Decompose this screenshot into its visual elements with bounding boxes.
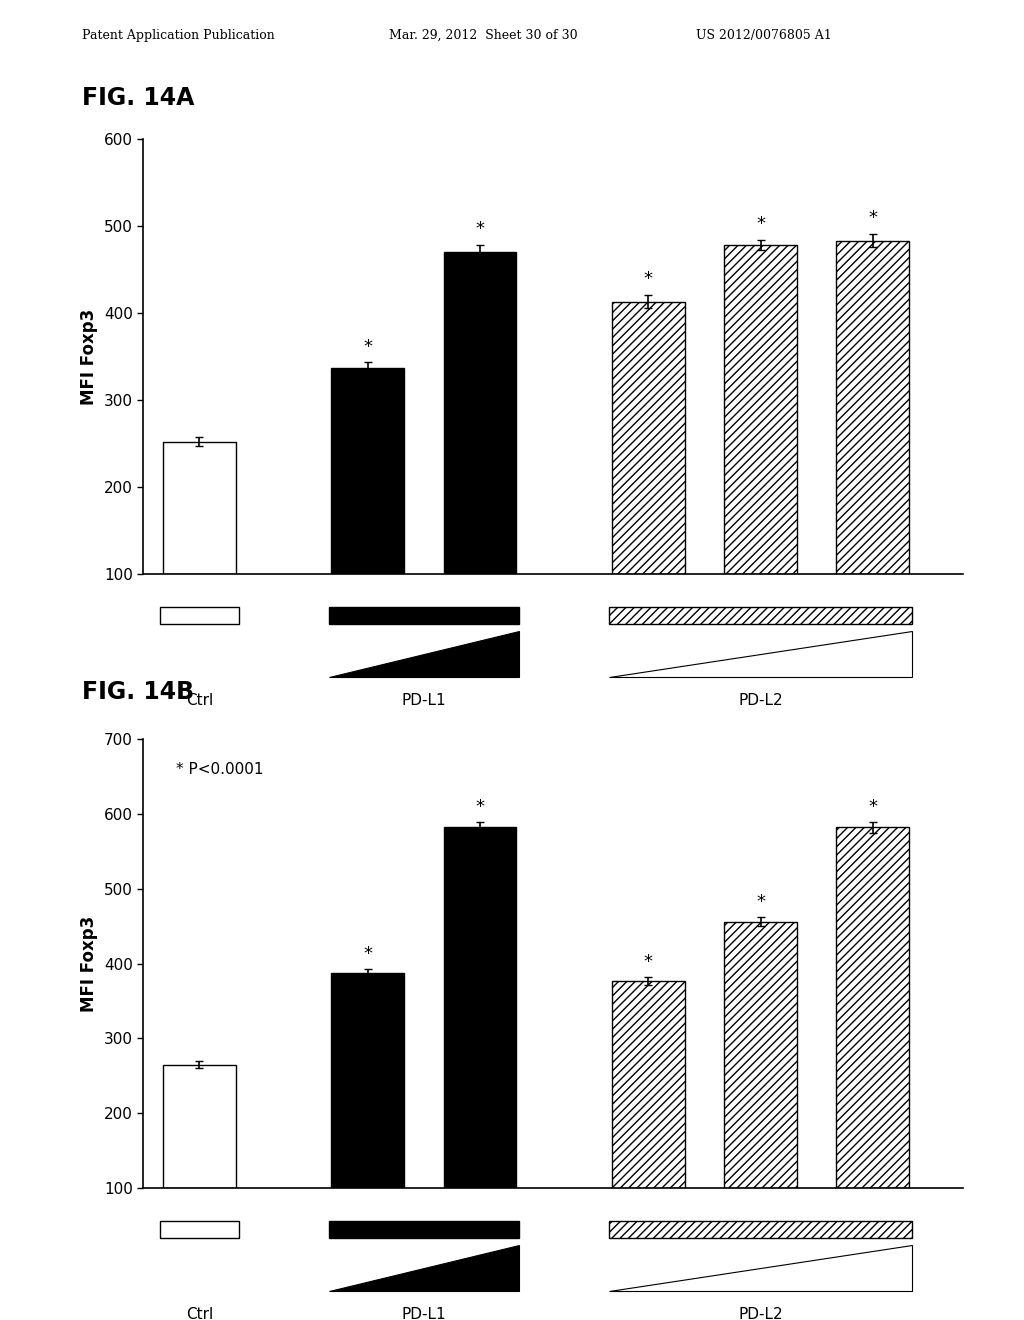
Text: PD-L2: PD-L2 — [738, 1307, 783, 1320]
Bar — [724, 246, 797, 574]
Bar — [163, 442, 236, 574]
Bar — [443, 828, 516, 1188]
Text: *: * — [364, 945, 373, 962]
Text: *: * — [868, 210, 878, 227]
Text: Ctrl: Ctrl — [185, 693, 213, 708]
Bar — [332, 973, 404, 1188]
Y-axis label: MFI Foxp3: MFI Foxp3 — [81, 916, 98, 1011]
Bar — [163, 1064, 236, 1188]
Text: FIG. 14A: FIG. 14A — [82, 86, 195, 110]
Text: *: * — [644, 271, 653, 289]
Text: *: * — [644, 953, 653, 972]
Bar — [724, 921, 797, 1188]
Text: *: * — [868, 799, 878, 816]
Bar — [443, 252, 516, 574]
Text: *: * — [756, 894, 765, 911]
Text: * P<0.0001: * P<0.0001 — [176, 762, 263, 776]
Text: Ctrl: Ctrl — [185, 1307, 213, 1320]
Text: Mar. 29, 2012  Sheet 30 of 30: Mar. 29, 2012 Sheet 30 of 30 — [389, 29, 578, 42]
Bar — [837, 828, 909, 1188]
Text: *: * — [475, 220, 484, 238]
Bar — [612, 301, 685, 574]
Text: *: * — [756, 215, 765, 232]
Text: PD-L2: PD-L2 — [738, 693, 783, 708]
Text: PD-L1: PD-L1 — [401, 1307, 446, 1320]
Text: FIG. 14B: FIG. 14B — [82, 680, 194, 704]
Y-axis label: MFI Foxp3: MFI Foxp3 — [81, 309, 98, 404]
Bar — [837, 240, 909, 574]
Text: *: * — [364, 338, 373, 355]
Text: *: * — [475, 799, 484, 816]
Text: PD-L1: PD-L1 — [401, 693, 446, 708]
Text: Patent Application Publication: Patent Application Publication — [82, 29, 274, 42]
Text: US 2012/0076805 A1: US 2012/0076805 A1 — [696, 29, 833, 42]
Bar — [332, 368, 404, 574]
Bar — [612, 981, 685, 1188]
